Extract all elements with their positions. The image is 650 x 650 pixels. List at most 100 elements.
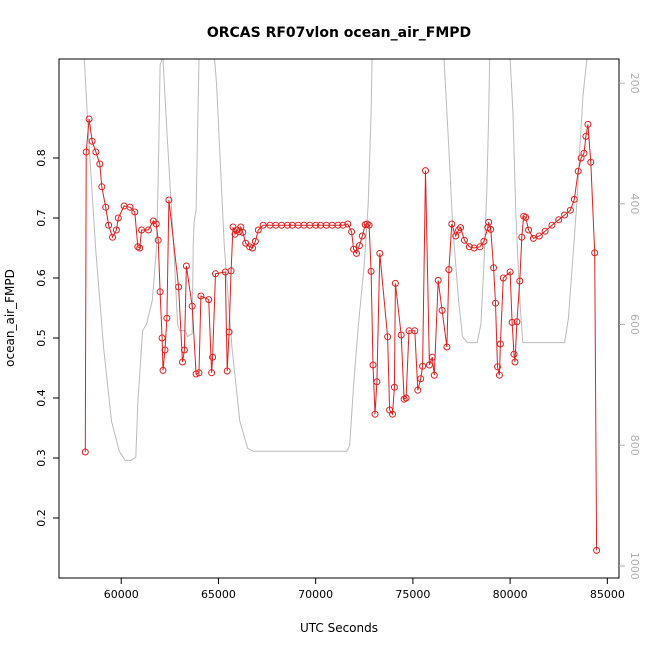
data-point	[369, 361, 377, 369]
data-point	[212, 270, 219, 278]
data-point	[209, 353, 217, 361]
data-point	[355, 242, 363, 250]
x-tick-label: 80000	[493, 588, 528, 601]
series-line	[84, 118, 598, 551]
data-point	[225, 328, 233, 336]
data-point	[430, 371, 438, 379]
data-point	[522, 213, 530, 221]
data-point	[284, 221, 291, 229]
data-point	[541, 227, 549, 235]
data-point	[411, 327, 419, 335]
data-point	[465, 243, 473, 251]
data-point	[591, 249, 599, 257]
data-point	[105, 221, 113, 229]
data-point	[131, 208, 139, 216]
data-point	[373, 378, 381, 386]
data-point	[419, 362, 427, 370]
data-point	[165, 196, 173, 204]
data-point	[510, 350, 518, 358]
data-point	[397, 331, 405, 339]
data-point	[205, 296, 213, 304]
data-point	[367, 267, 375, 275]
data-point	[126, 203, 134, 211]
data-point	[574, 167, 582, 175]
chart-title: ORCAS RF07vlon ocean_air_FMPD	[207, 25, 471, 41]
data-point	[363, 220, 371, 228]
data-point	[223, 367, 231, 375]
x-tick-label: 70000	[298, 588, 333, 601]
data-point	[587, 158, 595, 166]
data-point	[535, 232, 543, 240]
series	[81, 115, 601, 554]
data-point	[358, 232, 366, 240]
data-point	[312, 221, 320, 229]
data-point	[561, 211, 569, 219]
data-point	[242, 239, 250, 247]
data-point	[525, 226, 533, 234]
data-point	[438, 306, 446, 314]
data-point	[443, 343, 451, 351]
data-point	[344, 220, 352, 228]
y2-tick-label: 600	[628, 314, 641, 335]
data-point	[353, 249, 360, 257]
y-tick-label: 0.4	[35, 389, 48, 407]
data-point	[82, 148, 90, 156]
data-point	[570, 195, 578, 203]
data-point	[384, 333, 392, 341]
y2-tick-label: 200	[628, 73, 641, 94]
data-point	[134, 243, 142, 251]
y-tick-label: 0.7	[35, 209, 48, 227]
data-point	[138, 226, 146, 234]
data-point	[112, 226, 120, 234]
data-point	[239, 228, 247, 236]
data-point	[81, 448, 89, 456]
data-point	[476, 243, 484, 251]
y2-tick-label: 800	[628, 435, 641, 456]
data-point	[485, 218, 493, 226]
y-tick-label: 0.5	[35, 329, 48, 347]
data-point	[422, 167, 429, 175]
data-point	[109, 233, 116, 241]
data-point	[452, 232, 460, 240]
data-point	[179, 358, 186, 366]
x-axis-label: UTC Seconds	[300, 621, 378, 635]
data-point	[158, 334, 166, 342]
data-point	[496, 340, 504, 348]
data-point	[98, 183, 106, 191]
data-point	[227, 267, 235, 275]
y2-tick-label: 400	[628, 193, 641, 214]
data-point	[548, 221, 556, 229]
x-tick-label: 75000	[395, 588, 430, 601]
data-point	[490, 264, 498, 272]
data-point	[434, 276, 442, 284]
secondary-line	[83, 59, 588, 461]
data-point	[389, 410, 396, 418]
data-point	[417, 375, 425, 383]
data-point	[414, 386, 422, 394]
data-point	[448, 220, 456, 228]
data-point	[156, 288, 164, 296]
data-point	[566, 206, 574, 214]
data-point	[254, 226, 262, 234]
x-tick-label: 65000	[201, 588, 236, 601]
data-point	[144, 226, 152, 234]
data-point	[457, 224, 464, 232]
data-point	[480, 237, 488, 245]
data-point	[555, 216, 563, 224]
data-point	[391, 279, 399, 287]
data-point	[249, 244, 256, 252]
y-axis: 0.2 0.3 0.4 0.5 0.6 0.7 0.8	[35, 149, 59, 527]
data-point	[154, 236, 162, 244]
data-point	[334, 221, 342, 229]
data-point	[114, 214, 122, 222]
data-point	[371, 410, 379, 418]
data-point	[425, 361, 433, 369]
data-point	[499, 274, 507, 282]
data-point	[161, 346, 169, 354]
data-point	[513, 318, 521, 326]
data-point	[152, 220, 160, 228]
secondary-series	[83, 59, 588, 461]
data-point	[529, 234, 537, 242]
data-point	[511, 358, 519, 366]
